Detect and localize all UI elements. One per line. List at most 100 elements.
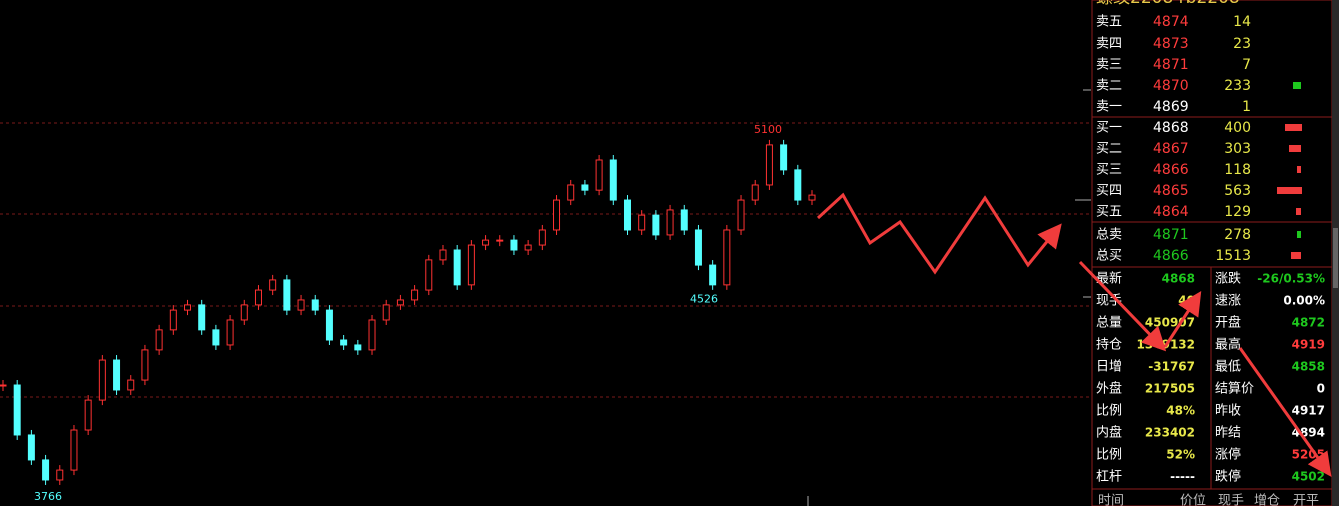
trade-header: 开平	[1293, 494, 1319, 506]
book-volume: 1513	[1215, 248, 1251, 264]
candle	[297, 299, 305, 311]
stat-label: 涨停	[1215, 447, 1241, 463]
book-volume: 23	[1233, 36, 1251, 52]
candle	[723, 229, 731, 286]
candle	[652, 214, 660, 236]
book-label: 卖一	[1096, 100, 1122, 115]
stat-value: 48%	[1166, 404, 1195, 418]
book-price: 4873	[1153, 36, 1189, 52]
axis-ticks	[807, 89, 1091, 506]
candle	[581, 184, 589, 191]
book-price: 4867	[1153, 141, 1189, 157]
book-label: 卖二	[1096, 79, 1122, 94]
candle	[27, 434, 35, 461]
candle	[0, 384, 7, 387]
candle	[694, 229, 702, 266]
stat-value: 450907	[1145, 316, 1195, 330]
candle	[609, 159, 617, 201]
volume-bars	[1277, 82, 1302, 259]
candle	[226, 319, 234, 346]
scroll-thumb[interactable]	[1333, 228, 1338, 288]
stat-label: 最低	[1215, 360, 1241, 375]
book-volume: 118	[1224, 162, 1251, 178]
book-price: 4866	[1153, 248, 1189, 264]
candle	[808, 194, 816, 201]
book-label: 卖三	[1096, 58, 1122, 73]
stat-label: 昨结	[1215, 426, 1241, 441]
candle	[169, 309, 177, 331]
candle	[425, 259, 433, 291]
stat-value: 0.00%	[1283, 294, 1325, 308]
candle	[254, 289, 262, 306]
stat-label: 跌停	[1215, 469, 1241, 485]
book-price: 4866	[1153, 162, 1189, 178]
candle	[325, 309, 333, 341]
stat-label: 结算价	[1215, 382, 1254, 397]
candle	[794, 169, 802, 201]
candle	[368, 319, 376, 351]
stat-value: 4868	[1162, 272, 1195, 286]
book-label: 买一	[1096, 121, 1122, 136]
candle	[496, 239, 504, 242]
candle	[155, 329, 163, 351]
candle	[340, 339, 348, 346]
book-price: 4864	[1153, 204, 1189, 220]
stat-label: 比例	[1096, 404, 1122, 419]
book-price: 4865	[1153, 183, 1189, 199]
trade-header: 增仓	[1254, 494, 1280, 506]
grid	[0, 122, 1090, 398]
book-volume: 1	[1242, 99, 1251, 115]
candle	[396, 299, 404, 306]
book-price: 4869	[1153, 99, 1189, 115]
book-price: 4871	[1153, 57, 1189, 73]
stat-label: 速涨	[1215, 294, 1241, 309]
candle	[538, 229, 546, 246]
book-label: 卖五	[1096, 15, 1122, 30]
panel-arrows	[1078, 260, 1332, 477]
stat-label: 昨收	[1215, 404, 1241, 419]
book-volume: 129	[1224, 204, 1251, 220]
stat-value: 4858	[1292, 360, 1325, 374]
book-price: 4871	[1153, 227, 1189, 243]
candle	[141, 349, 149, 381]
candle	[269, 279, 277, 291]
candle	[411, 289, 419, 301]
candle	[283, 279, 291, 311]
candle	[567, 184, 575, 201]
price-annotation: 3766	[34, 490, 62, 503]
candle	[482, 239, 490, 246]
trade-header: 现手	[1218, 494, 1244, 506]
candle	[751, 184, 759, 201]
book-volume: 400	[1224, 120, 1251, 136]
candle	[113, 359, 121, 391]
stat-label: 杠杆	[1096, 469, 1122, 485]
book-label: 总买	[1096, 249, 1122, 264]
stat-label: 持仓	[1096, 338, 1122, 353]
book-volume: 303	[1224, 141, 1251, 157]
candle	[524, 244, 532, 251]
stat-value: 4917	[1292, 404, 1325, 418]
candle	[98, 359, 106, 401]
book-volume: 14	[1233, 14, 1251, 30]
candle	[240, 304, 248, 321]
candle	[666, 209, 674, 236]
book-label: 买四	[1096, 184, 1122, 199]
candle	[553, 199, 561, 231]
candles	[0, 139, 816, 485]
stat-value: 52%	[1166, 448, 1195, 462]
stat-label: 总量	[1096, 316, 1122, 331]
candle	[56, 469, 64, 481]
stat-value: -31767	[1148, 360, 1195, 374]
stat-value: 4502	[1292, 470, 1325, 484]
stat-label: 开盘	[1215, 315, 1241, 331]
stat-label: 最高	[1215, 337, 1241, 353]
candle	[382, 304, 390, 321]
stat-label: 外盘	[1096, 381, 1122, 397]
stat-value: -----	[1170, 470, 1195, 484]
stat-value: 4919	[1292, 338, 1325, 352]
candle	[354, 344, 362, 351]
panel-title: 螺纹2208 rb2208	[1096, 0, 1240, 8]
book-volume: 278	[1224, 227, 1251, 243]
stat-label: 内盘	[1096, 425, 1122, 441]
